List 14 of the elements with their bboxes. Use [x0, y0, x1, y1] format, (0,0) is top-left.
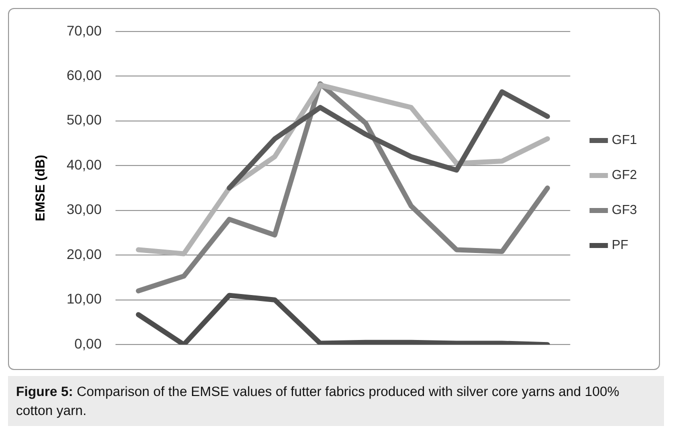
y-axis-title: EMSE (dB)	[32, 154, 48, 222]
y-tick-label: 60,00	[66, 67, 102, 83]
legend-label: GF1	[612, 132, 638, 148]
y-tick-label: 10,00	[66, 290, 102, 307]
y-tick-label: 50,00	[66, 112, 102, 128]
caption: Figure 5: Comparison of the EMSE values of futter fabrics produced with silver core yarns and 100% cotton yarn.	[16, 384, 620, 418]
y-tick-label: 30,00	[66, 201, 102, 218]
y-tick-label: 0,00	[74, 335, 102, 352]
y-tick-label: 40,00	[66, 156, 102, 172]
legend-label: PF	[612, 237, 628, 252]
y-tick-label: 70,00	[66, 22, 102, 38]
y-tick-label: 20,00	[66, 246, 102, 262]
legend-label: GF3	[612, 202, 638, 218]
legend-label: GF2	[612, 167, 638, 182]
